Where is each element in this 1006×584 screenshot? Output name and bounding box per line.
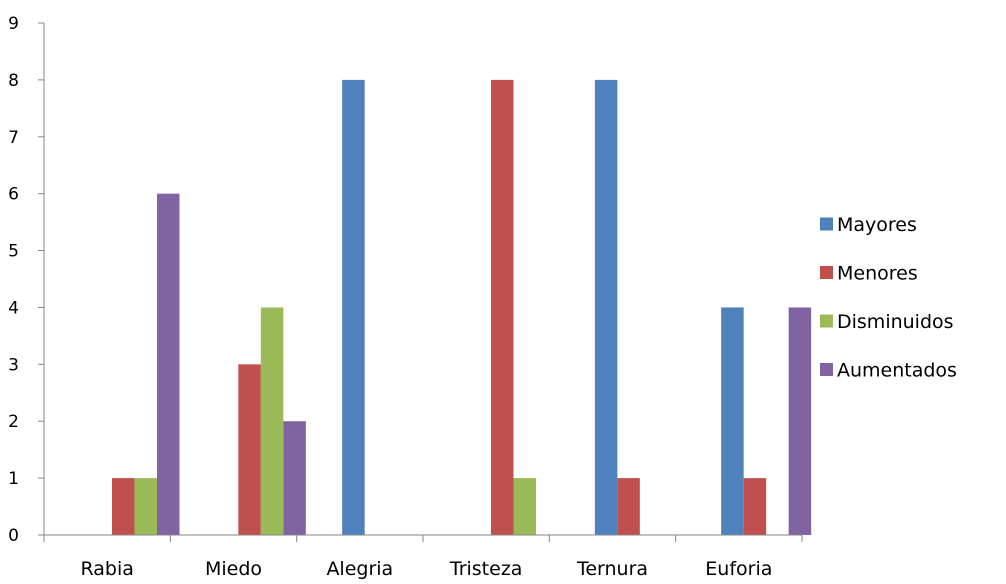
legend-swatch <box>820 363 833 376</box>
y-tick-label: 0 <box>8 526 19 546</box>
bar-menores-rabia <box>112 478 135 535</box>
bar-menores-tristeza <box>491 79 514 535</box>
x-tick-label: Euforia <box>705 558 772 580</box>
bar-disminuidos-rabia <box>134 478 157 535</box>
bar-mayores-ternura <box>594 79 618 535</box>
x-tick-label: Alegria <box>326 558 393 580</box>
y-tick-label: 8 <box>8 71 19 91</box>
legend-label: Disminuidos <box>837 311 954 333</box>
x-tick-label: Miedo <box>205 558 262 580</box>
x-axis-ticks: Rabia Miedo Alegria Tristeza Ternura Euforia <box>43 535 803 580</box>
y-tick-label: 3 <box>8 355 19 375</box>
legend-label: Menores <box>837 263 918 285</box>
bar-aumentados-miedo <box>283 421 306 535</box>
bar-disminuidos-tristeza <box>513 478 536 535</box>
y-tick-label: 7 <box>8 128 19 148</box>
x-tick-label: Ternura <box>576 558 648 580</box>
legend-swatch <box>820 266 833 279</box>
x-tick-label: Tristeza <box>449 558 523 580</box>
bar-mayores-alegria <box>342 79 365 535</box>
y-tick-label: 9 <box>8 14 19 34</box>
bar-menores-euforia <box>743 478 767 535</box>
x-tick-label: Rabia <box>80 558 133 580</box>
legend-swatch <box>820 217 833 231</box>
legend-swatch <box>820 314 833 328</box>
bar-aumentados-rabia <box>157 193 180 535</box>
y-tick-label: 1 <box>8 469 19 489</box>
legend-label: Aumentados <box>837 360 957 382</box>
y-tick-label: 2 <box>8 412 19 432</box>
bar-mayores-euforia <box>721 307 744 535</box>
legend-label: Mayores <box>837 214 917 236</box>
legend: Mayores Menores Disminuidos Aumentados <box>820 214 957 382</box>
bars <box>112 79 812 535</box>
bar-disminuidos-miedo <box>260 307 284 535</box>
bar-menores-miedo <box>238 364 261 535</box>
y-axis-ticks: 0 1 2 3 4 5 6 7 8 9 <box>8 14 44 546</box>
y-tick-label: 6 <box>8 185 19 205</box>
bar-menores-ternura <box>617 478 640 535</box>
y-tick-label: 5 <box>8 242 19 262</box>
bar-aumentados-euforia <box>788 307 812 535</box>
y-tick-label: 4 <box>8 298 19 318</box>
